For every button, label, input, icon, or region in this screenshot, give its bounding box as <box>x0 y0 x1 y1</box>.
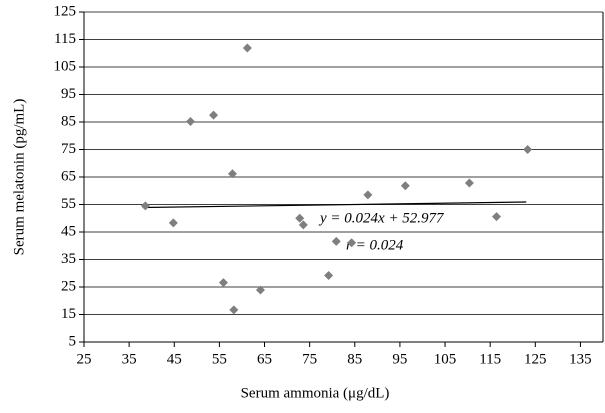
x-tick-label: 35 <box>122 351 137 367</box>
point <box>331 236 341 246</box>
y-tick-label: 15 <box>61 306 76 322</box>
point <box>400 181 410 191</box>
x-tick-label: 105 <box>434 351 457 367</box>
y-axis-label: Serum melatonin (pg/mL) <box>11 99 27 256</box>
x-tick-label: 55 <box>212 351 227 367</box>
y-tick-label: 125 <box>54 3 77 19</box>
point <box>186 116 196 126</box>
point <box>168 218 178 228</box>
point <box>209 110 219 120</box>
y-tick-label: 65 <box>61 168 76 184</box>
x-axis-label: Serum ammonia (μg/dL) <box>241 385 390 401</box>
y-tick-label: 25 <box>61 278 76 294</box>
y-tick-label: 75 <box>61 141 76 157</box>
x-tick-label: 95 <box>392 351 407 367</box>
point <box>324 270 334 280</box>
point <box>298 220 308 230</box>
y-tick-label: 55 <box>61 196 76 212</box>
point <box>464 178 474 188</box>
point <box>347 238 357 248</box>
x-tick-label: 135 <box>569 351 592 367</box>
point <box>227 169 237 179</box>
y-tick-label: 35 <box>61 251 76 267</box>
point <box>242 43 252 53</box>
point <box>229 305 239 315</box>
point <box>255 285 265 295</box>
point <box>295 213 305 223</box>
y-tick-label: 45 <box>61 223 76 239</box>
y-tick-label: 85 <box>61 113 76 129</box>
point <box>523 145 533 154</box>
x-tick-label: 25 <box>77 351 92 367</box>
x-tick-label: 65 <box>257 351 272 367</box>
y-tick-label: 115 <box>54 31 76 47</box>
x-tick-label: 45 <box>167 351 182 367</box>
correlation: r = 0.024 <box>346 237 404 253</box>
point <box>218 278 228 288</box>
x-tick-label: 85 <box>347 351 362 367</box>
trendline <box>142 201 527 209</box>
y-tick-label: 105 <box>54 58 77 74</box>
point <box>363 190 373 200</box>
x-tick-label: 125 <box>524 351 547 367</box>
y-tick-label: 5 <box>69 333 77 349</box>
x-tick-label: 75 <box>302 351 317 367</box>
y-tick-label: 95 <box>61 86 76 102</box>
point <box>140 201 150 211</box>
point <box>491 212 501 222</box>
x-tick-label: 115 <box>479 351 501 367</box>
equation: y = 0.024x + 52.977 <box>318 210 445 226</box>
